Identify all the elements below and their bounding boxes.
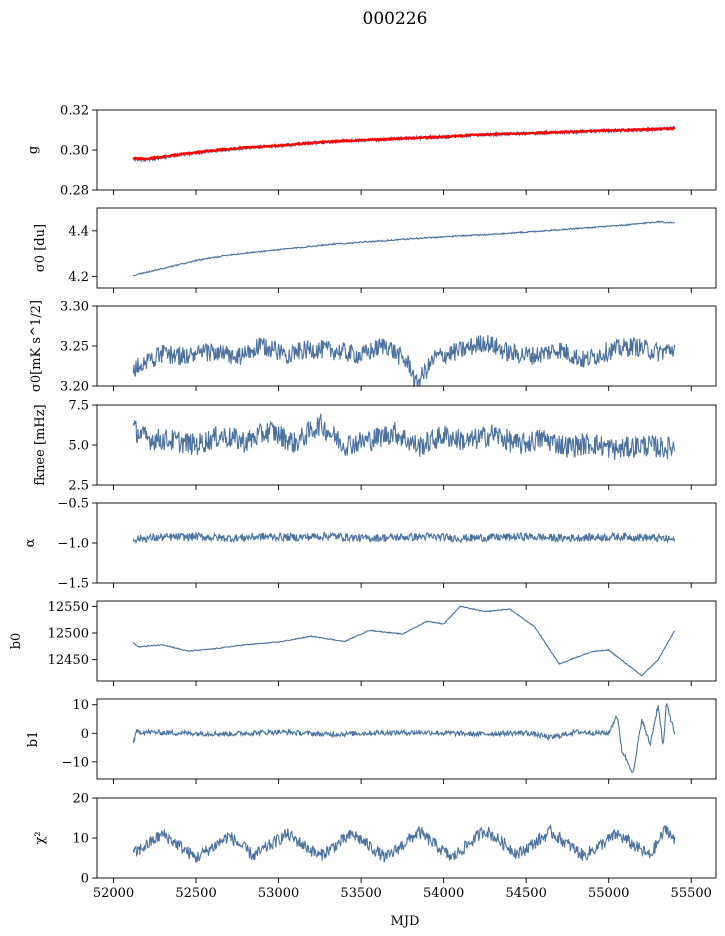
y-tick-label: 12500	[48, 627, 89, 642]
y-tick-label: 5.0	[68, 439, 89, 454]
y-tick-label: 3.30	[60, 300, 89, 315]
x-tick-label: 53500	[340, 886, 381, 901]
y-tick-label: 12550	[48, 600, 89, 615]
y-tick-label: −1.0	[57, 537, 89, 552]
y-axis-label-8: χ²	[33, 831, 48, 844]
panel-1: 0.28 0.30 0.32 g	[26, 104, 717, 199]
y-tick-label: −0.5	[57, 497, 89, 512]
panel-8: 0 10 20 52000 52500 53000 53500 54000 54500 55000…	[33, 792, 717, 901]
series-line-2-1	[132, 220, 676, 277]
y-axis-label-6: b0	[9, 633, 24, 650]
series-line-1-2	[132, 126, 676, 161]
y-tick-label: 20	[72, 792, 89, 807]
x-tick-label: 55500	[671, 886, 712, 901]
panel-3: 3.20 3.25 3.30 σ0[mK s^1/2]	[29, 300, 717, 395]
y-tick-label: 0	[81, 872, 89, 887]
y-axis-label-2: σ0 [du]	[33, 224, 48, 272]
y-tick-label: 0.28	[60, 184, 89, 199]
panel-7: −10 0 10 b1	[26, 698, 717, 784]
y-tick-label: 0.30	[60, 144, 89, 159]
series-line-6-1	[132, 605, 676, 677]
y-tick-label: 10	[72, 832, 89, 847]
y-axis-label-3: σ0[mK s^1/2]	[29, 300, 44, 392]
panel-5: −1.5 −1.0 −0.5 α	[23, 497, 717, 592]
x-tick-label: 53000	[258, 886, 299, 901]
axes-frame	[96, 698, 717, 780]
y-tick-label: 3.20	[60, 380, 89, 395]
y-tick-label: 3.25	[60, 340, 89, 355]
axes-frame	[96, 502, 717, 584]
y-axis-label-1: g	[26, 146, 41, 154]
x-axis-label: MJD	[391, 914, 420, 929]
series-line-4-1	[132, 413, 676, 460]
y-tick-label: 4.2	[68, 270, 89, 285]
y-tick-label: −1.5	[57, 577, 89, 592]
panel-2: 4.2 4.4 σ0 [du]	[33, 207, 717, 293]
series-line-8-1	[132, 823, 676, 863]
panel-6: 12450 12500 12550 b0	[9, 600, 717, 686]
axes-frame	[96, 600, 717, 682]
figure-title: 000226	[363, 9, 428, 29]
y-axis-label-7: b1	[26, 731, 41, 748]
y-tick-label: 2.5	[68, 479, 89, 494]
y-tick-label: 4.4	[68, 224, 89, 239]
series-line-7-1	[132, 702, 676, 773]
series-line-3-1	[132, 334, 676, 388]
y-tick-label: 10	[72, 698, 89, 713]
y-tick-label: −10	[62, 755, 89, 770]
x-tick-label: 54500	[505, 886, 546, 901]
panel-4: 2.5 5.0 7.5 fknee [mHz]	[33, 399, 717, 494]
x-tick-label: 55000	[588, 886, 629, 901]
axes-frame	[96, 109, 717, 191]
x-tick-label: 52500	[175, 886, 216, 901]
series-line-5-1	[132, 530, 676, 545]
y-tick-label: 0.32	[60, 104, 89, 119]
y-tick-label: 12450	[48, 653, 89, 668]
x-tick-label: 54000	[423, 886, 464, 901]
y-tick-label: 7.5	[68, 399, 89, 414]
panels: 0.28 0.30 0.32 g 4.2 4.4 σ0 [du] 3.20 3.25 3.30 σ0…	[9, 104, 717, 901]
y-tick-label: 0	[81, 727, 89, 742]
y-axis-label-4: fknee [mHz]	[33, 404, 48, 485]
x-tick-label: 52000	[93, 886, 134, 901]
y-axis-label-5: α	[23, 538, 38, 547]
axes-frame	[96, 207, 717, 289]
